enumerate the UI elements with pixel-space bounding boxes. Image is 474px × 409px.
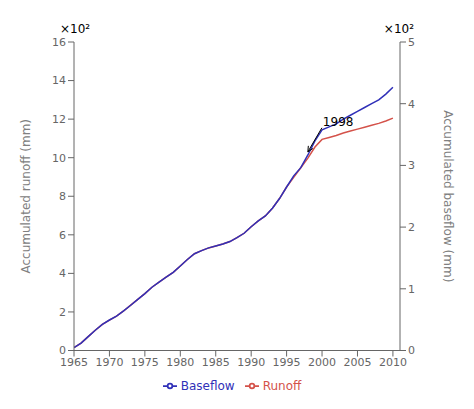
svg-text:1970: 1970 xyxy=(95,356,123,369)
svg-text:2000: 2000 xyxy=(308,356,336,369)
svg-text:2010: 2010 xyxy=(379,356,407,369)
svg-text:Accumulated baseflow (mm): Accumulated baseflow (mm) xyxy=(441,110,455,282)
svg-text:2: 2 xyxy=(59,306,66,319)
html-text:×10²: ×10² xyxy=(383,22,414,36)
svg-text:1965: 1965 xyxy=(60,356,88,369)
svg-text:1980: 1980 xyxy=(166,356,194,369)
svg-text:0: 0 xyxy=(59,344,66,357)
svg-text:10: 10 xyxy=(52,152,66,165)
svg-text:4: 4 xyxy=(408,98,415,111)
html-text:Runoff: Runoff xyxy=(262,378,302,393)
svg-text:4: 4 xyxy=(59,267,66,280)
svg-text:Accumulated runoff (mm): Accumulated runoff (mm) xyxy=(19,119,33,274)
svg-text:2005: 2005 xyxy=(343,356,371,369)
svg-text:1998: 1998 xyxy=(323,115,354,129)
svg-text:1985: 1985 xyxy=(202,356,230,369)
svg-text:5: 5 xyxy=(408,36,415,49)
svg-text:6: 6 xyxy=(59,229,66,242)
svg-text:1: 1 xyxy=(408,283,415,296)
html-text:×10²: ×10² xyxy=(60,22,91,36)
svg-text:1975: 1975 xyxy=(131,356,159,369)
svg-text:12: 12 xyxy=(52,113,66,126)
svg-text:3: 3 xyxy=(408,159,415,172)
svg-text:14: 14 xyxy=(52,74,66,87)
svg-text:8: 8 xyxy=(59,190,66,203)
svg-text:2: 2 xyxy=(408,221,415,234)
html-text:Baseflow: Baseflow xyxy=(180,378,235,393)
svg-text:16: 16 xyxy=(52,36,66,49)
svg-text:0: 0 xyxy=(408,344,415,357)
svg-text:1990: 1990 xyxy=(237,356,265,369)
svg-text:1995: 1995 xyxy=(273,356,301,369)
